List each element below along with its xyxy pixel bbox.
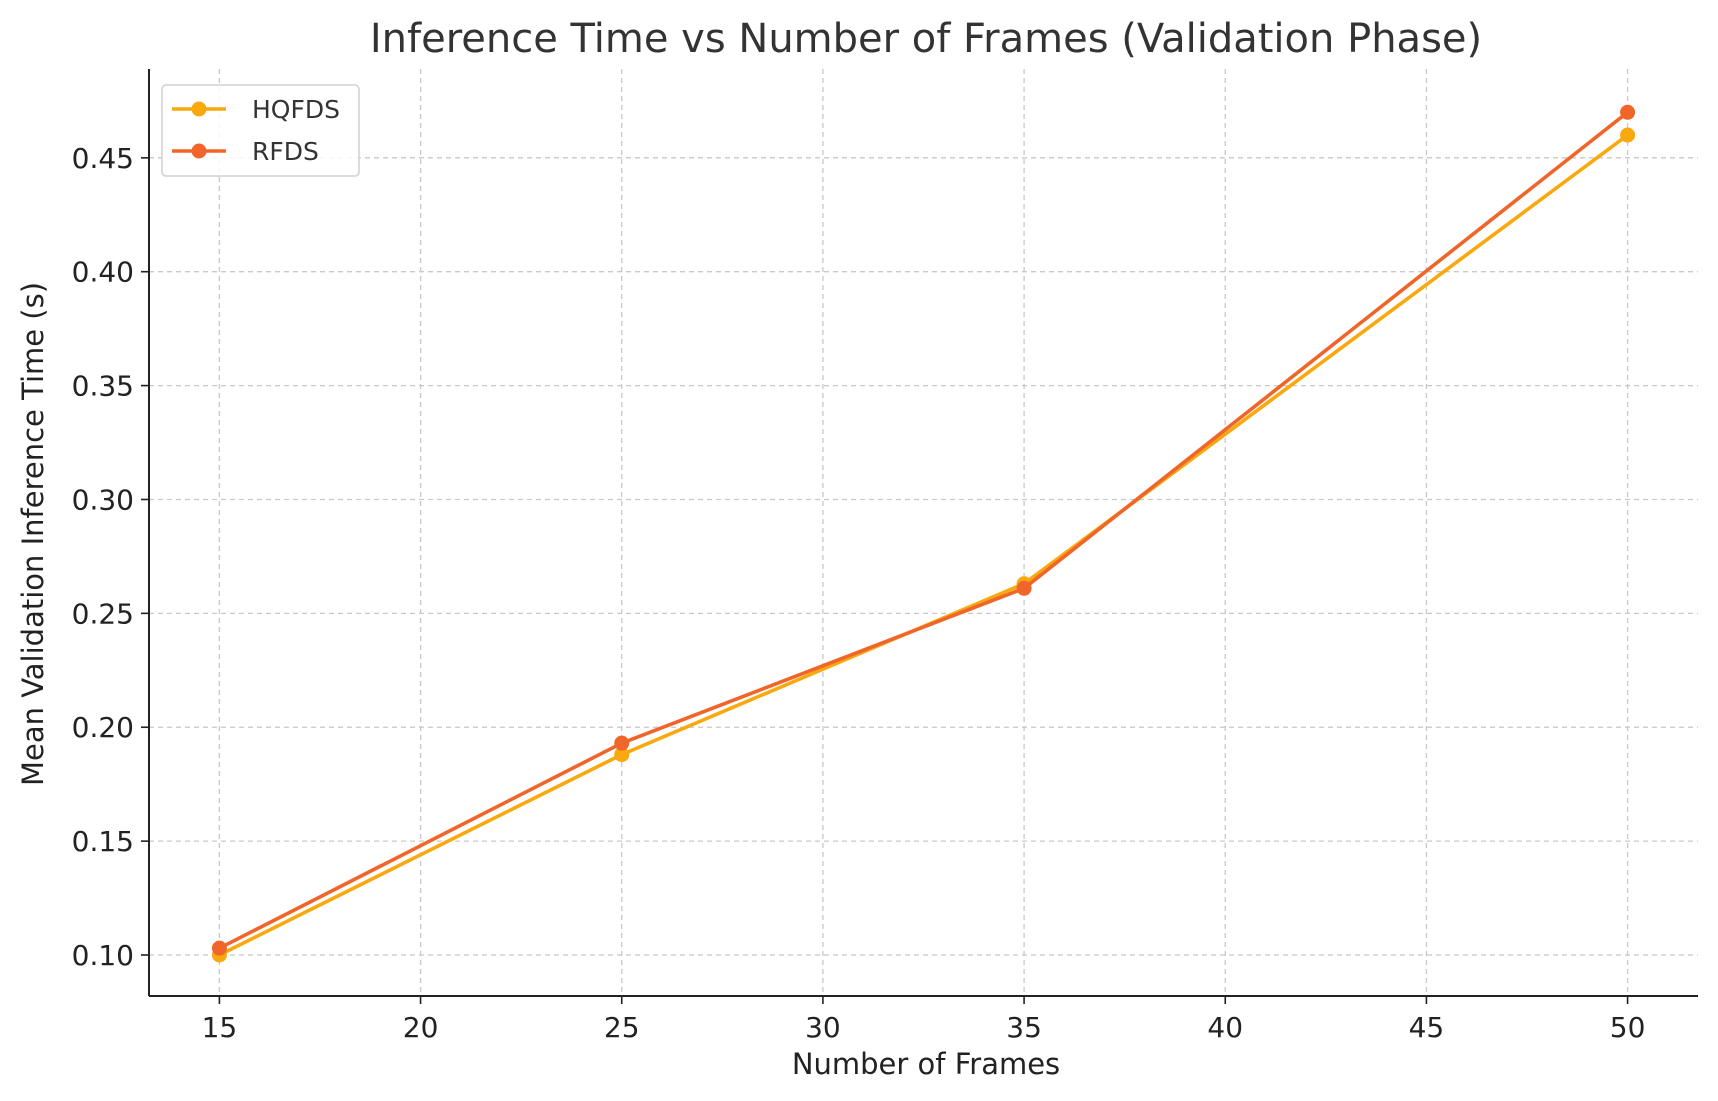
y-tick-label: 0.35: [72, 370, 134, 403]
x-tick-label: 15: [202, 1011, 238, 1044]
grid: [149, 69, 1698, 996]
y-tick-label: 0.10: [72, 939, 134, 972]
legend-label-rfds: RFDS: [252, 137, 319, 166]
chart-title: Inference Time vs Number of Frames (Vali…: [370, 16, 1482, 62]
x-tick-label: 50: [1610, 1011, 1646, 1044]
x-tick-label: 35: [1006, 1011, 1042, 1044]
y-tick-label: 0.15: [72, 825, 134, 858]
data-point-rfds: [614, 735, 630, 751]
x-tick-label: 45: [1409, 1011, 1445, 1044]
x-tick-label: 40: [1207, 1011, 1243, 1044]
y-tick-label: 0.25: [72, 597, 134, 630]
legend-swatch-marker-hqfds: [191, 101, 207, 117]
x-tick-label: 20: [403, 1011, 439, 1044]
x-tick-label: 30: [805, 1011, 841, 1044]
x-axis-label: Number of Frames: [792, 1047, 1060, 1081]
x-tick-label: 25: [604, 1011, 640, 1044]
data-point-hqfds: [1620, 127, 1636, 143]
legend-swatch-marker-rfds: [191, 143, 207, 159]
data-point-rfds: [1620, 104, 1636, 120]
y-tick-label: 0.40: [72, 256, 134, 289]
data-point-rfds: [211, 940, 227, 956]
y-tick-label: 0.20: [72, 711, 134, 744]
series-line-rfds: [217, 110, 1630, 950]
legend: HQFDS RFDS: [161, 84, 360, 177]
y-tick-label: 0.45: [72, 142, 134, 175]
x-axis-ticks: 15 20 25 30 35 40 45 50: [202, 996, 1646, 1044]
legend-label-hqfds: HQFDS: [252, 95, 340, 124]
data-point-rfds: [1016, 580, 1032, 596]
data-series: [211, 104, 1636, 963]
y-axis-label: Mean Validation Inference Time (s): [16, 282, 50, 786]
data-point-hqfds: [614, 747, 630, 763]
series-line-hqfds: [217, 133, 1630, 957]
y-tick-label: 0.30: [72, 483, 134, 516]
y-axis-ticks: 0.10 0.15 0.20 0.25 0.30 0.35 0.40 0.45: [72, 142, 149, 972]
